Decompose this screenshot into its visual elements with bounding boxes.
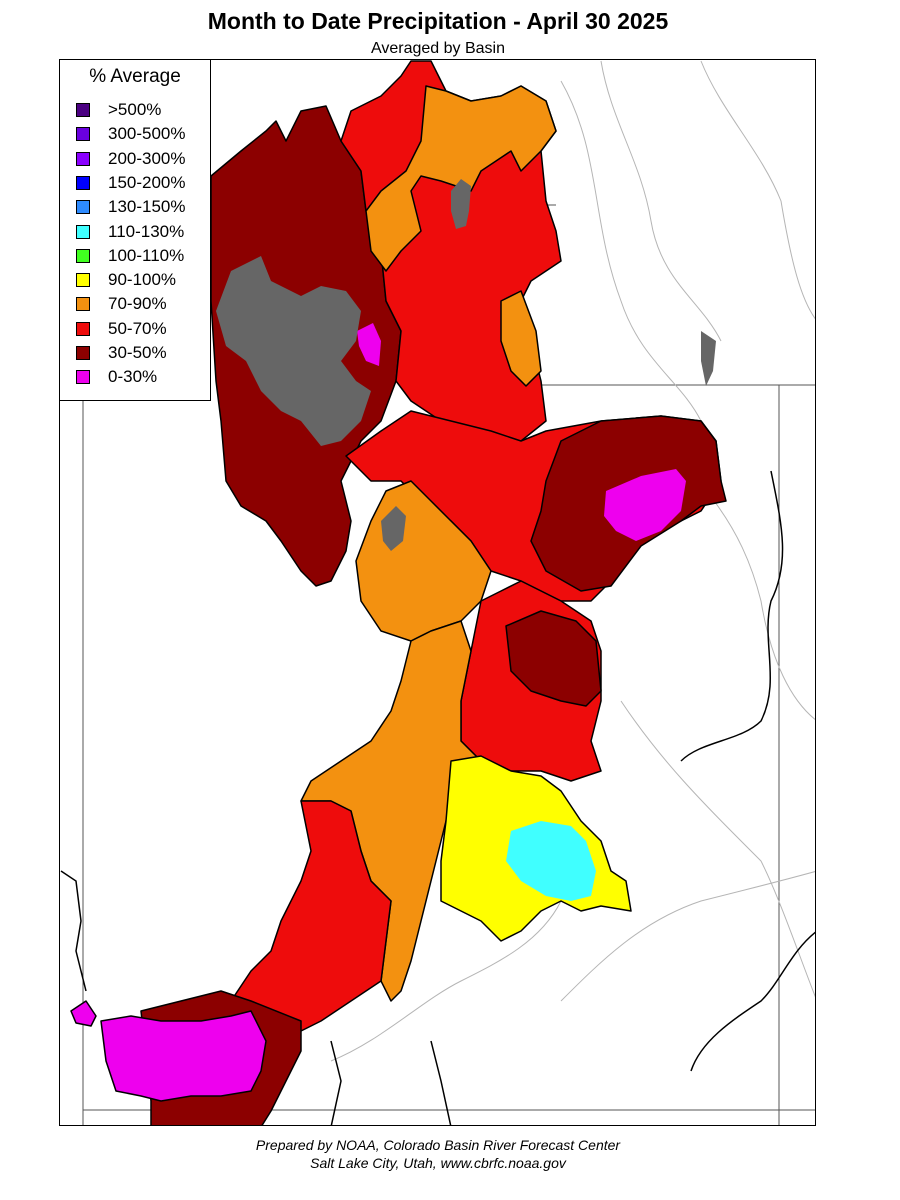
- legend-swatch: [76, 370, 90, 385]
- legend-item: 0-30%: [76, 367, 157, 387]
- rivers: [330, 60, 815, 1062]
- legend-swatch: [76, 151, 90, 166]
- state-outline: [60, 470, 815, 1125]
- no-data-central: [381, 506, 406, 551]
- legend-swatch: [76, 321, 90, 336]
- legend-title: % Average: [89, 66, 181, 87]
- legend-label: 0-30%: [108, 367, 158, 387]
- legend-swatch: [76, 297, 90, 312]
- legend-swatch: [76, 127, 90, 142]
- legend-swatch: [76, 224, 90, 239]
- legend-label: 200-300%: [108, 148, 186, 168]
- basin-110-130: [506, 821, 596, 901]
- river-line: [560, 80, 702, 422]
- legend-item: 30-50%: [76, 343, 167, 363]
- legend-label: 150-200%: [108, 172, 186, 192]
- basin-30-50-south-east: [505, 610, 602, 707]
- map-area[interactable]: [59, 59, 816, 1126]
- border-line: [330, 1040, 342, 1125]
- legend-swatch: [76, 248, 90, 263]
- river-line: [620, 700, 815, 998]
- basin-0-30-west-edge: [70, 1000, 97, 1027]
- legend-swatch: [76, 346, 90, 360]
- basin-map: [60, 60, 815, 1125]
- river-line: [700, 60, 815, 320]
- legend-label: 90-100%: [108, 270, 177, 290]
- river-line: [600, 60, 722, 342]
- footer-credit: Prepared by NOAA, Colorado Basin River F…: [255, 1137, 621, 1153]
- footer-location: Salt Lake City, Utah, www.cbrfc.noaa.gov: [310, 1155, 566, 1171]
- legend-label: >500%: [108, 100, 162, 119]
- legend-item: 130-150%: [76, 197, 186, 217]
- legend-item: 70-90%: [76, 294, 167, 314]
- legend-label: 50-70%: [108, 318, 167, 338]
- legend-item: 200-300%: [76, 149, 186, 169]
- border-line: [60, 870, 87, 992]
- no-data-great-salt-lake: [216, 256, 371, 446]
- legend-item: 100-110%: [76, 246, 184, 266]
- legend-item: 50-70%: [76, 319, 167, 339]
- basin-70-90-east-strip: [500, 290, 542, 387]
- legend-label: 30-50%: [108, 343, 167, 362]
- legend-item: >500%: [76, 100, 161, 120]
- legend-item: 110-130%: [76, 222, 184, 242]
- river-line: [330, 900, 562, 1062]
- map-title: Month to Date Precipitation - April 30 2…: [207, 8, 669, 34]
- basin-50-70-southwest: [230, 800, 392, 1032]
- legend-item: 90-100%: [76, 270, 176, 290]
- border-line: [680, 470, 784, 762]
- legend-swatch: [76, 200, 90, 215]
- legend-swatch: [76, 273, 90, 288]
- legend-swatch: [76, 175, 90, 190]
- legend-label: 100-110%: [108, 245, 185, 265]
- legend-label: 110-130%: [108, 221, 185, 241]
- legend-item: 150-200%: [76, 173, 186, 193]
- no-data-east: [701, 331, 716, 386]
- no-data-north: [451, 179, 471, 229]
- legend-label: 300-500%: [108, 124, 186, 144]
- basin-70-90-south: [300, 620, 482, 1002]
- legend-swatch: [76, 103, 90, 117]
- legend-item: 300-500%: [76, 124, 186, 144]
- basin-0-30-far-south: [100, 1010, 267, 1102]
- border-line: [690, 931, 815, 1072]
- no-data-regions: [216, 179, 716, 551]
- legend-label: 70-90%: [108, 294, 167, 314]
- basin-70-90-north: [365, 85, 557, 272]
- map-subtitle: Averaged by Basin: [370, 40, 505, 57]
- legend-label: 130-150%: [108, 197, 186, 217]
- legend: % Average >500% 300-500% 200-300% 150-200% 1…: [59, 59, 211, 401]
- basin-0-30-north: [357, 323, 381, 366]
- basin-0-30-east: [604, 469, 686, 541]
- border-line: [430, 1040, 452, 1125]
- river-line: [560, 871, 815, 1002]
